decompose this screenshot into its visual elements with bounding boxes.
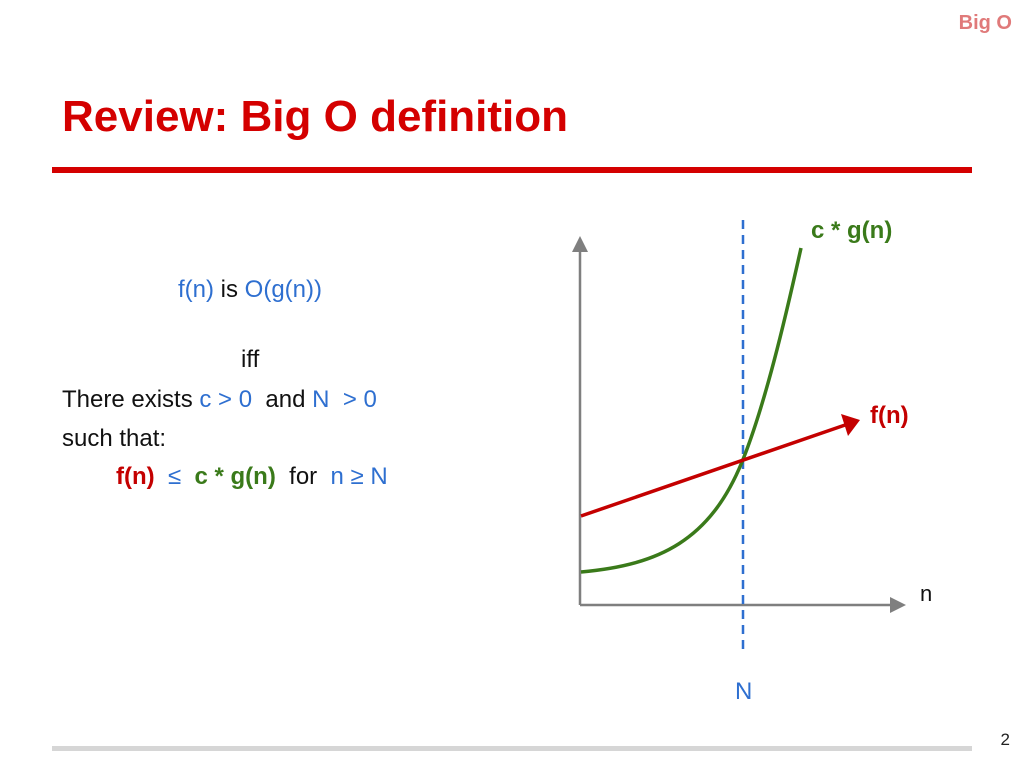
definition-line-3: There exists c > 0 and N > 0 <box>62 386 377 414</box>
leq-symbol: ≤ <box>154 463 195 490</box>
y-axis-arrow-icon <box>572 236 588 252</box>
footer-rule <box>52 746 972 751</box>
cgn-bold-text: c * g(n) <box>194 463 276 490</box>
fn-label: f(n) <box>870 402 909 429</box>
definition-line-5: f(n) ≤ c * g(n) for n ≥ N <box>116 463 388 491</box>
and-text: and <box>252 386 313 413</box>
n-geq-n-text: n ≥ N <box>330 463 388 490</box>
x-axis-arrow-icon <box>890 597 906 613</box>
header-tag: Big O <box>958 12 1012 34</box>
slide-title: Review: Big O definition <box>62 92 569 141</box>
fn-arrow-icon <box>841 414 860 436</box>
for-text: for <box>275 463 331 490</box>
threshold-label: N <box>735 678 752 705</box>
title-underline <box>52 167 972 173</box>
definition-line-1: f(n) is O(g(n)) <box>178 276 322 304</box>
ogn-text: O(g(n)) <box>244 276 323 303</box>
n-symbol-text: N <box>312 386 330 413</box>
cgn-curve <box>580 247 803 574</box>
such-that-text: such that: <box>62 425 167 452</box>
x-axis-label: n <box>920 581 932 606</box>
fn-bold-text: f(n) <box>116 463 155 490</box>
fn-text: f(n) <box>178 276 214 303</box>
is-text: is <box>214 276 245 303</box>
cgn-label: c * g(n) <box>811 217 892 244</box>
c-condition-text: c > 0 <box>199 386 253 413</box>
n-condition-text: > 0 <box>329 386 377 413</box>
there-exists-text: There exists <box>62 386 200 413</box>
fn-line <box>580 422 849 518</box>
iff-text: iff <box>241 346 260 373</box>
page-number: 2 <box>1000 730 1010 749</box>
